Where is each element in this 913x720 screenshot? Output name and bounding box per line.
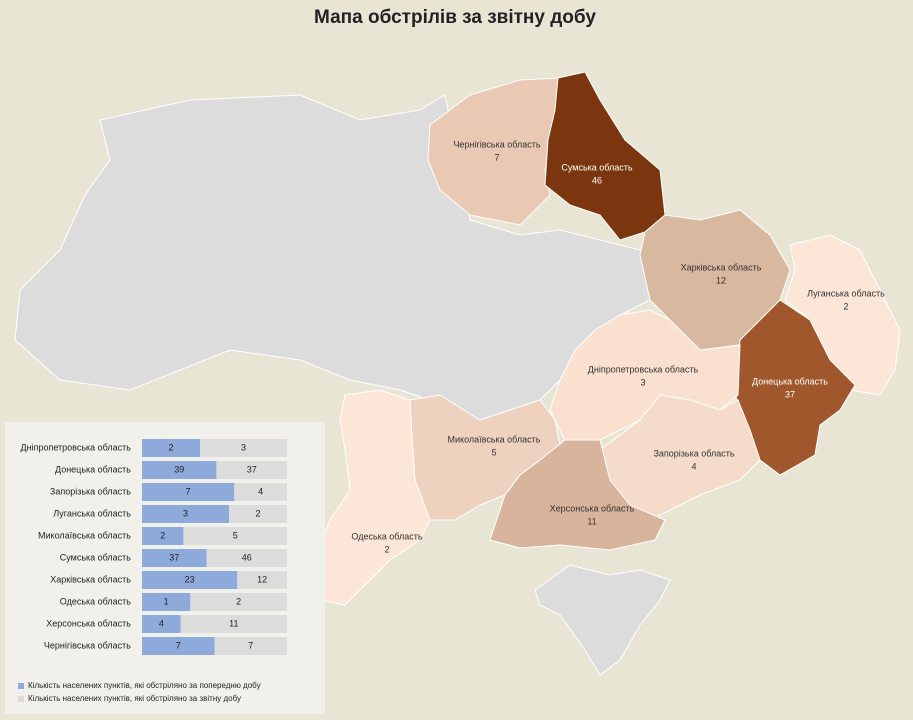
y-tick-label: Донецька область [55,464,131,474]
region-value: 46 [592,175,602,185]
data-label: 2 [160,530,165,540]
y-tick-label: Чернігівська область [44,640,131,650]
region-value: 37 [785,389,795,399]
region-label: Донецька область [752,376,828,386]
region-label: Одеська область [351,531,423,541]
region-value: 5 [491,447,496,457]
region-label: Херсонська область [550,503,635,513]
region-value: 7 [494,152,499,162]
data-label: 7 [176,640,181,650]
data-label: 4 [258,486,263,496]
data-label: 3 [183,508,188,518]
region-value: 2 [843,301,848,311]
region-label: Сумська область [561,162,633,172]
region-value: 12 [716,275,726,285]
bar [142,505,229,523]
region [544,71,666,241]
bar [142,461,217,479]
bar [142,637,215,655]
data-label: 5 [233,530,238,540]
bar [216,461,287,479]
data-label: 3 [241,442,246,452]
bar [237,571,287,589]
bar [183,527,287,545]
bar [200,439,287,457]
bar [142,527,184,545]
bar [234,483,287,501]
bar [142,439,200,457]
data-label: 23 [185,574,195,584]
bar [206,549,287,567]
legend-swatch [18,683,24,689]
bar [190,593,287,611]
bar [142,615,181,633]
y-tick-label: Запорізька область [50,486,131,496]
data-label: 39 [174,464,184,474]
region-label: Запорізька область [653,448,734,458]
y-tick-label: Одеська область [60,596,132,606]
page-title: Мапа обстрілів за звітну добу [314,7,596,28]
region-label: Дніпропетровська область [588,364,699,374]
data-label: 2 [255,508,260,518]
bar [142,571,238,589]
data-label: 2 [168,442,173,452]
bar [214,637,287,655]
bar [142,593,191,611]
y-tick-label: Луганська область [53,508,131,518]
data-label: 4 [159,618,164,628]
region [489,439,666,551]
data-label: 7 [248,640,253,650]
region-label: Миколаївська область [448,434,541,444]
region-value: 2 [384,544,389,554]
y-tick-label: Харківська область [50,574,131,584]
y-tick-label: Дніпропетровська область [21,442,132,452]
region-value: 11 [587,516,596,526]
legend-swatch [18,696,24,702]
region-label: Чернігівська область [453,139,540,149]
data-label: 2 [236,596,241,606]
region [784,234,901,396]
region-value: 4 [691,461,696,471]
data-label: 12 [257,574,267,584]
y-tick-label: Херсонська область [46,618,131,628]
y-tick-label: Сумська область [60,552,132,562]
legend-label: Кількість населених пунктів, які обстріл… [28,694,241,703]
y-tick-label: Миколаївська область [38,530,131,540]
bar [229,505,287,523]
region-label: Луганська область [807,288,885,298]
bar [180,615,287,633]
data-label: 11 [229,618,238,628]
data-label: 46 [242,552,252,562]
data-label: 37 [247,464,257,474]
data-label: 7 [186,486,191,496]
region-value: 3 [640,377,645,387]
legend-label: Кількість населених пунктів, які обстріл… [28,681,261,690]
bar [142,483,235,501]
region-crimea [534,564,671,676]
region [314,389,431,606]
data-label: 37 [169,552,179,562]
data-label: 1 [164,596,169,606]
region-label: Харківська область [681,262,762,272]
bar [142,549,207,567]
